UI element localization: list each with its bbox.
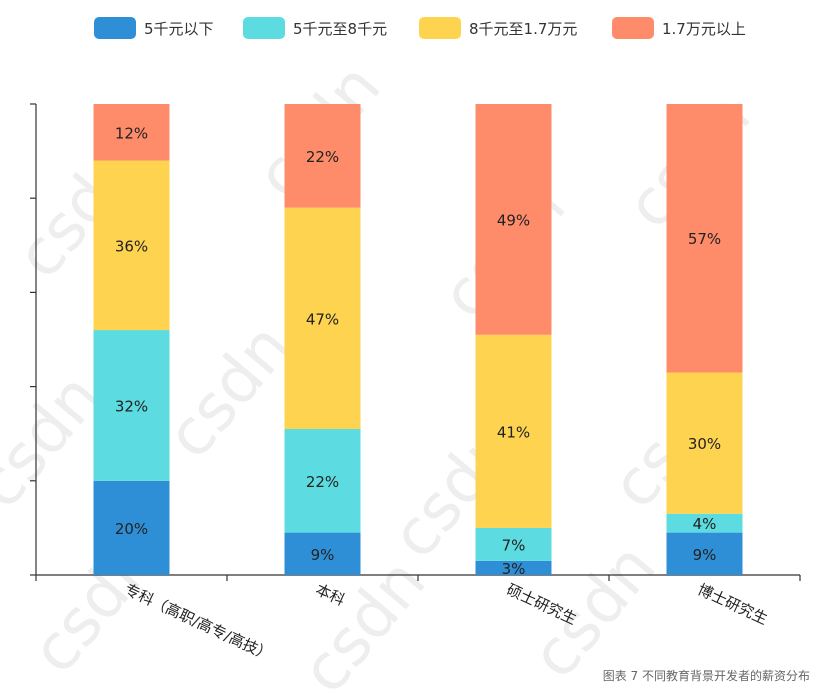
- bar-segment[interactable]: [284, 532, 361, 575]
- bars: [93, 104, 743, 575]
- bar-segment[interactable]: [666, 532, 743, 575]
- data-label: 3%: [502, 560, 526, 578]
- bar-segment[interactable]: [666, 372, 743, 514]
- legend-swatch: [243, 17, 285, 39]
- data-label: 9%: [693, 546, 717, 564]
- data-label: 7%: [502, 536, 526, 554]
- data-label: 41%: [497, 423, 530, 441]
- data-label: 57%: [688, 230, 721, 248]
- data-label: 20%: [115, 520, 148, 538]
- bar-segment[interactable]: [93, 480, 170, 575]
- bar-segment[interactable]: [475, 334, 552, 528]
- bar-segment[interactable]: [284, 104, 361, 208]
- data-labels: 20% 32% 36% 12% 9% 22% 47% 22% 3% 7% 41% 49% 9% 4% 30%…: [115, 124, 721, 578]
- data-label: 22%: [306, 473, 339, 491]
- x-axis-category-label: 专科（高职/高专/高技）: [122, 580, 275, 664]
- bar-segment[interactable]: [284, 428, 361, 533]
- legend-label: 5千元至8千元: [293, 20, 387, 38]
- data-label: 36%: [115, 237, 148, 255]
- bar-segment[interactable]: [666, 513, 743, 533]
- data-label: 49%: [497, 211, 530, 229]
- data-label: 22%: [306, 148, 339, 166]
- legend: 5千元以下 5千元至8千元 8千元至1.7万元 1.7万元以上: [94, 17, 746, 39]
- figure-caption: 图表 7 不同教育背景开发者的薪资分布: [603, 668, 810, 683]
- watermark-text: csdn: [152, 310, 305, 472]
- legend-item[interactable]: 5千元以下: [94, 17, 214, 39]
- bar-segment[interactable]: [93, 160, 170, 331]
- bar-segment[interactable]: [93, 104, 170, 161]
- x-axis-category-label: 博士研究生: [695, 580, 771, 628]
- category-labels: 专科（高职/高专/高技） 本科 硕士研究生 博士研究生: [122, 580, 771, 664]
- legend-swatch: [94, 17, 136, 39]
- legend-label: 8千元至1.7万元: [469, 20, 577, 38]
- bar-segment[interactable]: [475, 104, 552, 335]
- bar-segment[interactable]: [475, 527, 552, 561]
- data-label: 4%: [693, 515, 717, 533]
- legend-item[interactable]: 1.7万元以上: [612, 17, 746, 39]
- data-label: 12%: [115, 124, 148, 142]
- legend-label: 5千元以下: [144, 20, 214, 38]
- bar-segment[interactable]: [93, 330, 170, 481]
- legend-swatch: [612, 17, 654, 39]
- bar-segment[interactable]: [475, 560, 552, 575]
- data-label: 47%: [306, 310, 339, 328]
- data-label: 9%: [311, 546, 335, 564]
- data-label: 30%: [688, 435, 721, 453]
- bar-segment[interactable]: [284, 207, 361, 429]
- legend-label: 1.7万元以上: [662, 20, 746, 38]
- legend-swatch: [419, 17, 461, 39]
- legend-item[interactable]: 8千元至1.7万元: [419, 17, 577, 39]
- bar-segment[interactable]: [666, 104, 743, 373]
- data-label: 32%: [115, 397, 148, 415]
- legend-item[interactable]: 5千元至8千元: [243, 17, 387, 39]
